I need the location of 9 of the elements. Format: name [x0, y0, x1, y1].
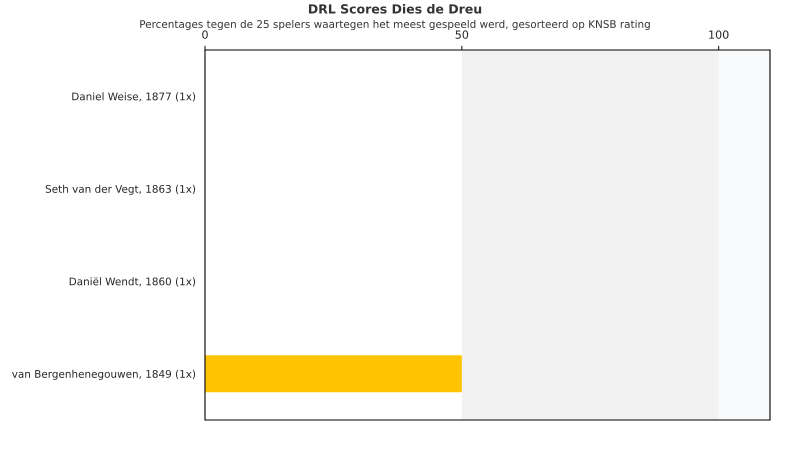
y-tick-label: Daniel Weise, 1877 (1x): [72, 92, 196, 102]
x-tick-label: 100: [709, 30, 728, 39]
x-tick-label: 0: [202, 30, 208, 39]
y-tick-label: Daniël Wendt, 1860 (1x): [70, 277, 196, 287]
x-tick-label: 50: [456, 30, 468, 39]
y-tick-label: Seth van der Vegt, 1863 (1x): [46, 184, 196, 195]
chart-title: DRL Scores Dies de Dreu: [308, 4, 482, 14]
chart-subtitle: Percentages tegen de 25 spelers waartegen het meest gespeeld werd, gesorteerd op KNSB rating: [140, 20, 650, 30]
y-tick-label: van Bergenhenegouwen, 1849 (1x): [12, 370, 196, 380]
